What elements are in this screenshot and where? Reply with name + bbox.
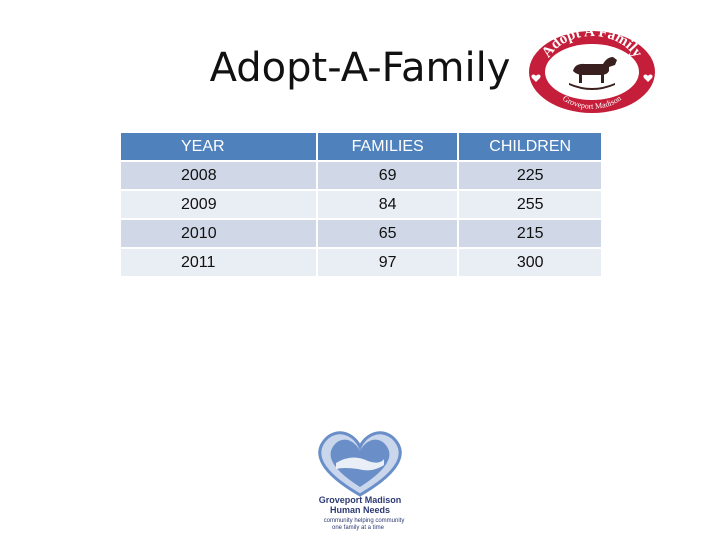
slide-title: Adopt-A-Family [209,45,511,91]
logo-tagline-line2: one family at a time [332,525,385,531]
table-row: 2008 69 225 [121,161,601,191]
logo-name-line2: Human Needs [330,505,390,515]
cell-year: 2010 [121,219,317,249]
logo-tagline-line1: community helping community [324,518,405,524]
table-row: 2009 84 255 [121,190,601,220]
heart-icon [531,74,653,82]
logo-name-line1: Groveport Madison [319,495,402,505]
cell-families: 69 [315,161,459,191]
cell-children: 225 [457,161,601,191]
cell-year: 2009 [121,190,317,220]
table-row: 2011 97 300 [121,248,601,278]
rocking-horse-icon [569,57,617,90]
cell-year: 2008 [121,161,317,191]
header-year: YEAR [121,133,317,162]
header-families: FAMILIES [315,133,459,162]
adopt-a-family-logo: Adopt A Family Groveport Madison [529,27,655,113]
cell-families: 97 [315,248,459,278]
cell-children: 255 [457,190,601,220]
cell-families: 65 [315,219,459,249]
human-needs-logo: Groveport Madison Human Needs community … [318,431,405,531]
table-row: 2010 65 215 [121,219,601,249]
heart-hands-icon [318,431,402,497]
table-header-row: YEAR FAMILIES CHILDREN [121,133,601,162]
header-children: CHILDREN [457,133,601,162]
adopt-a-family-table: YEAR FAMILIES CHILDREN 2008 69 225 2009 … [121,133,601,278]
cell-year: 2011 [121,248,317,278]
cell-children: 215 [457,219,601,249]
cell-families: 84 [315,190,459,220]
cell-children: 300 [457,248,601,278]
